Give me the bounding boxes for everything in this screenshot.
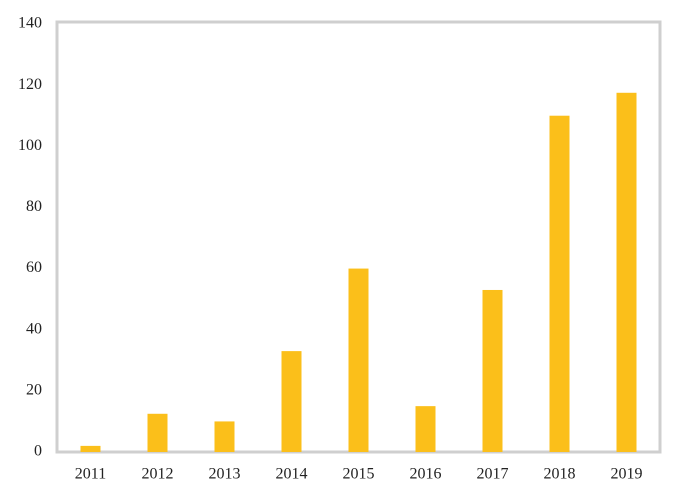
y-tick-label: 0	[34, 443, 42, 460]
x-tick-label: 2019	[611, 466, 643, 483]
y-tick-label: 140	[18, 15, 42, 32]
x-tick-label: 2013	[209, 466, 241, 483]
x-tick-label: 2016	[410, 466, 442, 483]
x-tick-label: 2017	[477, 466, 509, 483]
y-tick-label: 60	[26, 259, 42, 276]
y-tick-label: 80	[26, 198, 42, 215]
bar	[214, 421, 235, 452]
bar	[348, 268, 369, 452]
x-tick-label: 2011	[75, 466, 106, 483]
bar	[147, 413, 168, 452]
bar	[616, 92, 637, 453]
bar	[281, 351, 302, 452]
x-tick-label: 2018	[544, 466, 576, 483]
y-tick-label: 20	[26, 382, 42, 399]
bar	[415, 406, 436, 452]
bar	[549, 115, 570, 452]
x-tick-label: 2014	[276, 466, 308, 483]
y-tick-label: 40	[26, 320, 42, 337]
y-tick-label: 100	[18, 137, 42, 154]
bar	[80, 445, 101, 452]
bar	[482, 289, 503, 452]
y-tick-label: 120	[18, 76, 42, 93]
x-tick-label: 2012	[142, 466, 174, 483]
x-tick-label: 2015	[343, 466, 375, 483]
